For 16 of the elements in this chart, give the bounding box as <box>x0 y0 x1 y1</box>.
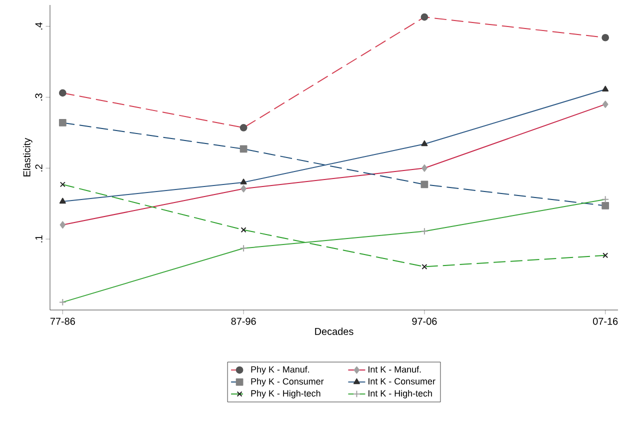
legend-label: Int K - High-tech <box>368 390 432 398</box>
legend-label: Phy K - Manuf. <box>251 366 310 374</box>
legend-label: Int K - Manuf. <box>368 366 421 373</box>
y-tick-label: .4 <box>35 22 42 30</box>
legend-label: Phy K - High-tech <box>251 390 320 398</box>
y-axis-title: Elasticity <box>23 138 32 176</box>
x-tick-label: 77-86 <box>50 318 75 325</box>
x-tick-label: 87-96 <box>231 318 256 325</box>
y-tick-label: .2 <box>35 164 42 172</box>
y-tick-label: .1 <box>35 235 42 242</box>
legend-label: Int K - Consumer <box>368 378 436 384</box>
legend-label: Phy K - Consumer <box>251 378 324 386</box>
x-tick-label: 07-16 <box>592 318 618 325</box>
y-tick-label: .3 <box>35 93 42 100</box>
x-tick-label: 97-06 <box>412 318 437 325</box>
x-axis-title: Decades <box>315 328 354 335</box>
